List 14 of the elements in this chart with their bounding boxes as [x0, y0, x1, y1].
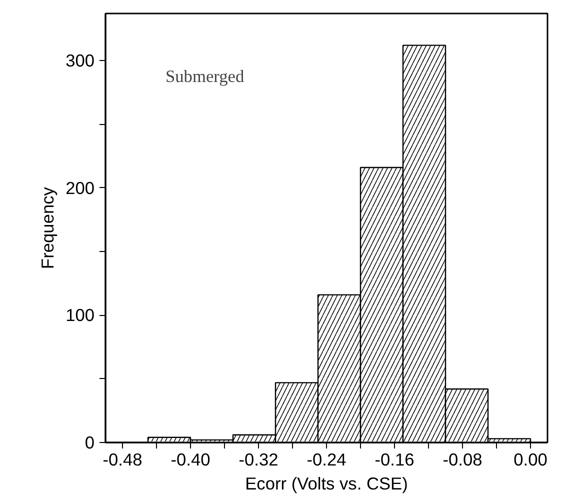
x-tick-label: -0.32 — [238, 450, 278, 470]
x-tick-label: -0.16 — [374, 450, 414, 470]
y-axis-title: Frequency — [38, 186, 58, 269]
annotation: Submerged — [166, 67, 244, 86]
y-tick-label: 100 — [66, 305, 95, 326]
x-tick-label: -0.40 — [170, 450, 210, 470]
x-tick-label: -0.08 — [442, 450, 482, 470]
y-tick-label: 0 — [84, 432, 95, 452]
x-tick-label: -0.24 — [306, 450, 347, 470]
x-tick-label: 0.00 — [514, 450, 548, 470]
x-axis-title: Ecorr (Volts vs. CSE) — [245, 474, 408, 494]
x-tick-label: -0.48 — [102, 450, 142, 470]
y-tick-label: 300 — [66, 50, 95, 71]
y-tick-label: 200 — [66, 178, 95, 198]
